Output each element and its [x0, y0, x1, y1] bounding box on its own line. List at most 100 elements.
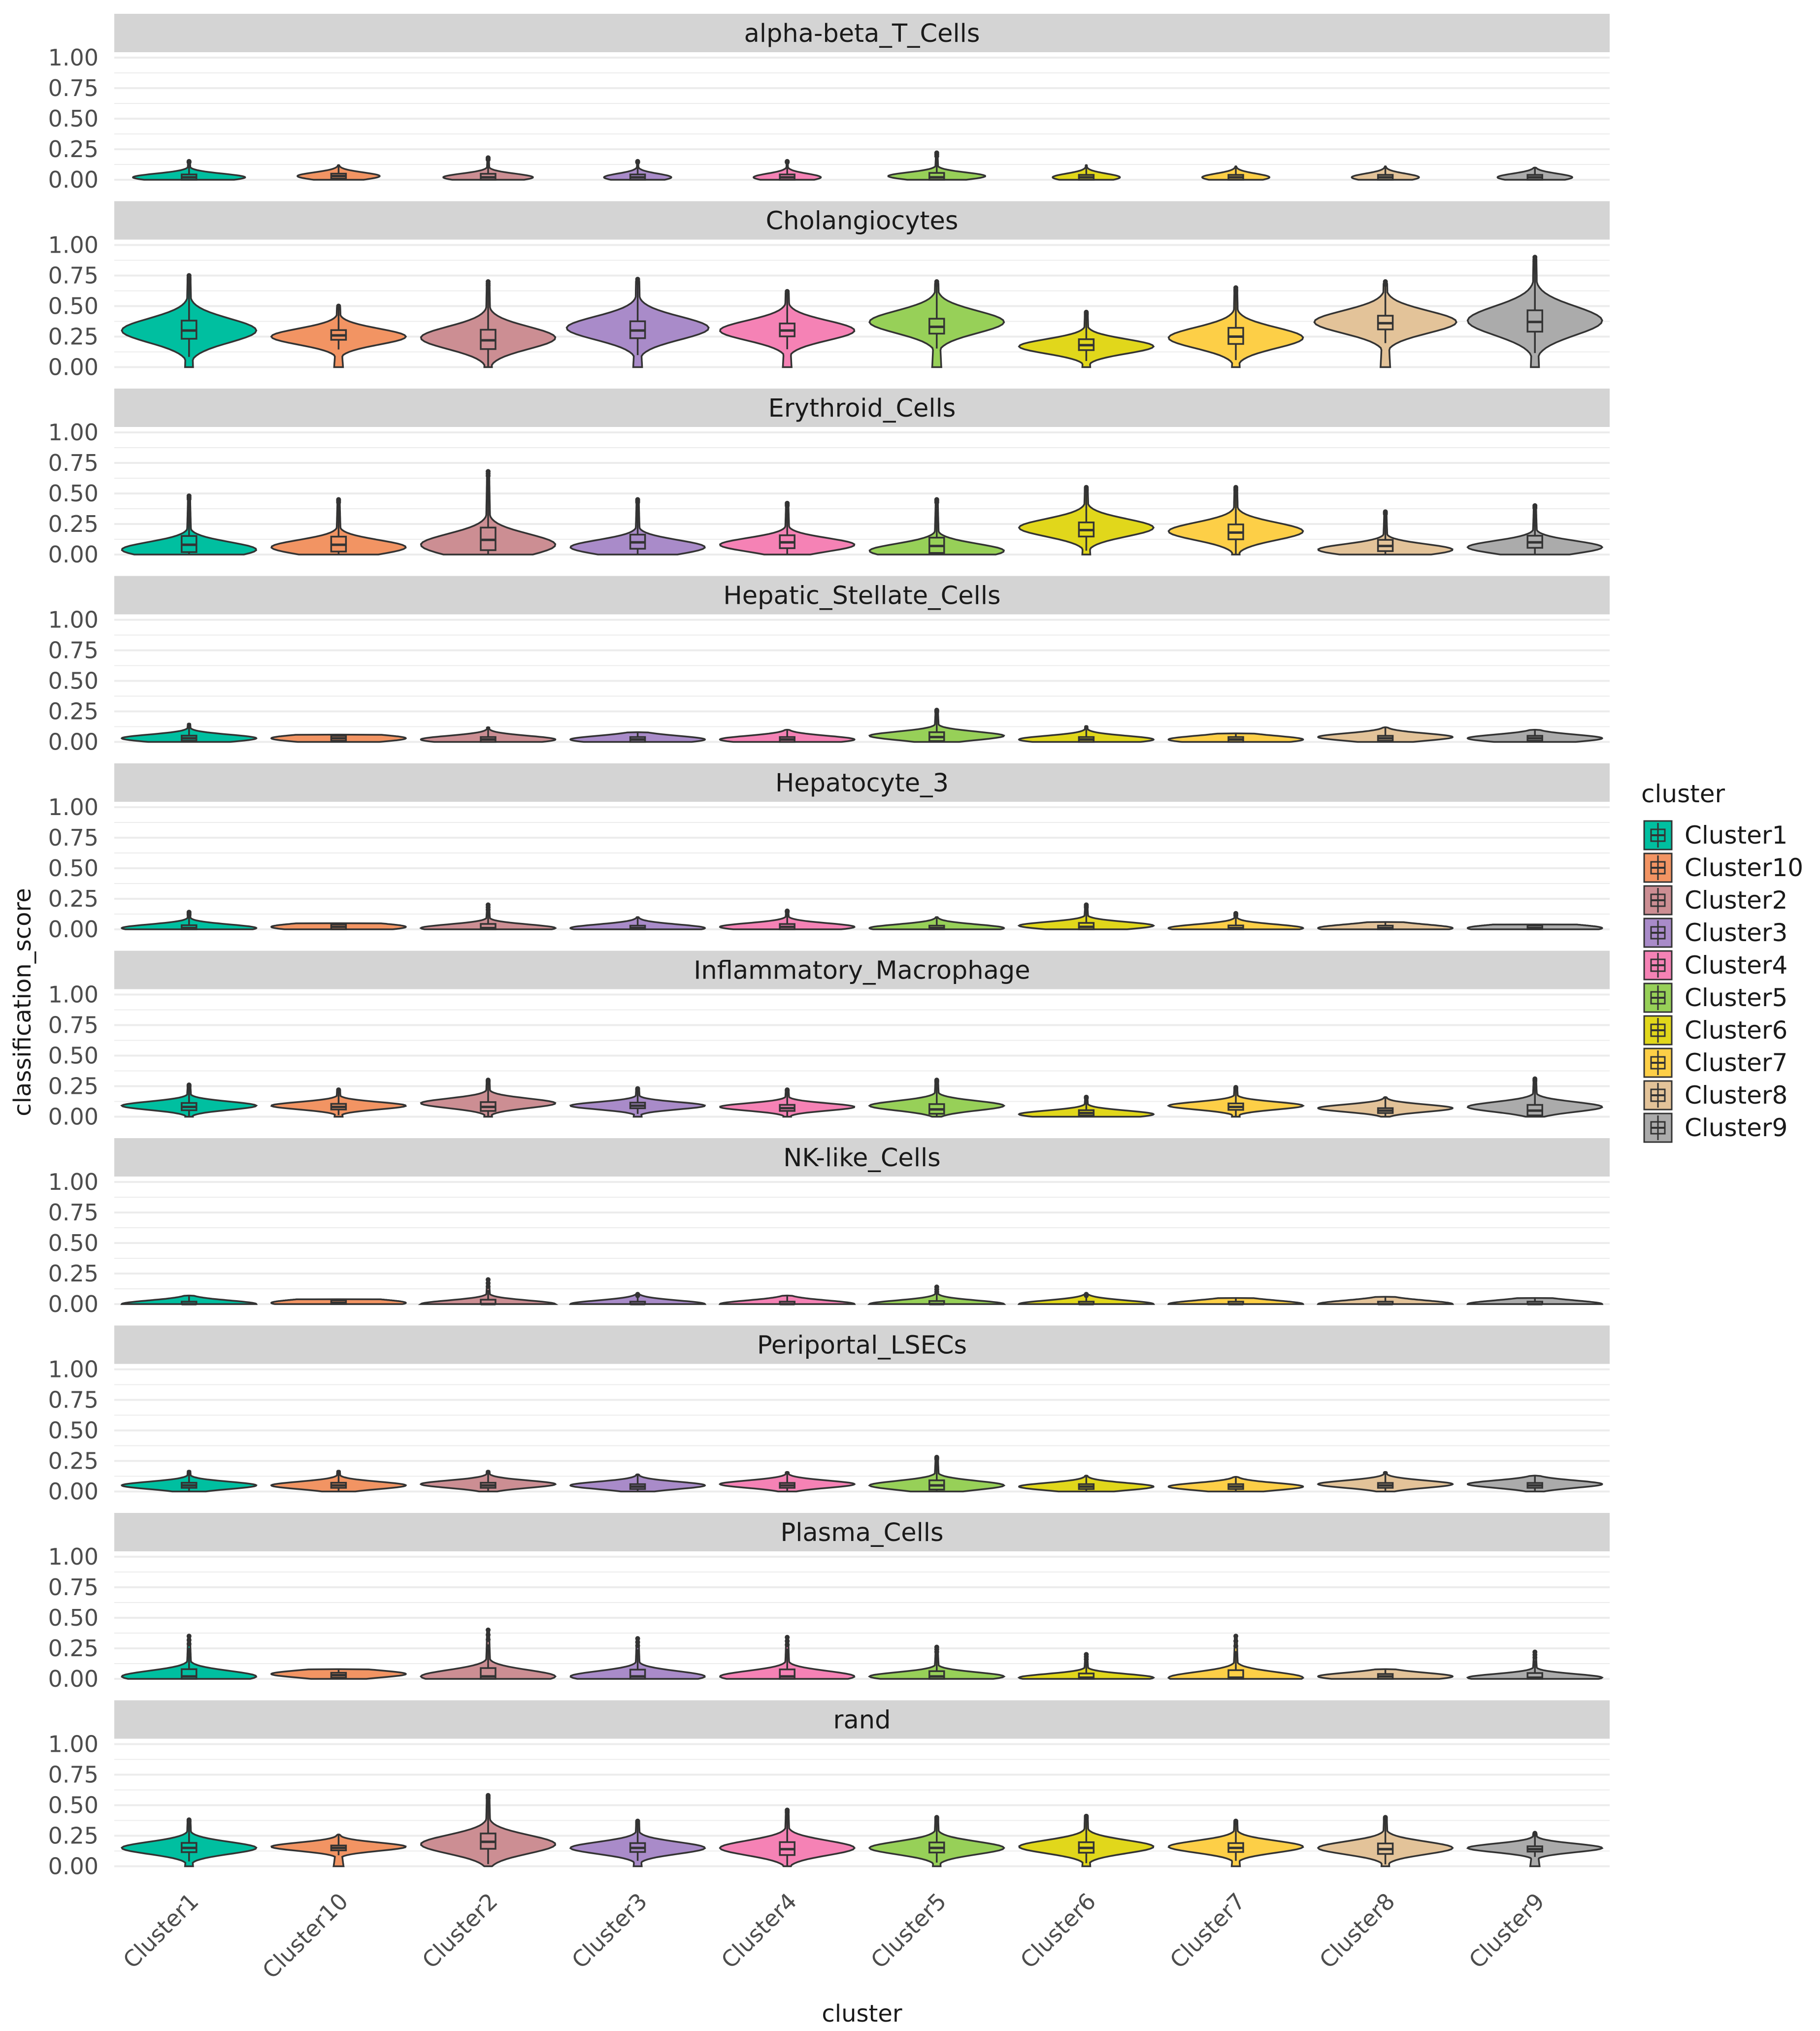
facet-panel: Plasma_Cells 0.00 0.25 0.50 0.75 1.00	[48, 1513, 1610, 1692]
outlier-point	[635, 1818, 640, 1824]
y-tick-label: 0.75	[48, 637, 99, 664]
x-axis-title: cluster	[822, 2000, 902, 2028]
outlier-point	[186, 1641, 192, 1647]
outlier-point	[934, 1455, 939, 1460]
outlier-point	[486, 1637, 491, 1642]
y-tick-label: 0.50	[48, 1417, 99, 1444]
facet-panel: Cholangiocytes 0.00 0.25 0.50 0.75 1.00	[48, 201, 1610, 381]
y-tick-label: 0.75	[48, 1762, 99, 1788]
outlier-point	[486, 902, 491, 908]
y-tick-label: 0.75	[48, 824, 99, 851]
outlier-point	[1084, 1094, 1089, 1100]
outlier-point	[1383, 279, 1388, 284]
outlier-point	[1532, 1649, 1538, 1655]
outlier-point	[186, 1817, 192, 1823]
facet-panel: Periportal_LSECs 0.00 0.25 0.50 0.75 1.00	[48, 1325, 1610, 1505]
legend-item-Cluster10: Cluster10	[1643, 852, 1803, 883]
outlier-point	[635, 1639, 640, 1645]
y-tick-label: 0.50	[48, 1792, 99, 1819]
legend-item-Cluster3: Cluster3	[1643, 917, 1787, 948]
y-tick-label: 0.00	[48, 166, 99, 193]
outlier-point	[336, 497, 341, 502]
x-tick-label: Cluster5	[865, 1888, 951, 1973]
x-tick-label: Cluster1	[118, 1888, 203, 1973]
y-axis-title: classification_score	[9, 888, 36, 1116]
y-tick-label: 0.00	[48, 1478, 99, 1505]
outlier-point	[934, 1078, 939, 1083]
facet-strip	[114, 763, 1610, 802]
y-tick-label: 0.25	[48, 1073, 99, 1100]
outlier-point	[1233, 911, 1238, 916]
y-tick-label: 1.00	[48, 1543, 99, 1570]
legend: cluster Cluster1Cluster10Cluster2Cluster…	[1641, 780, 1803, 1143]
outlier-point	[934, 150, 939, 156]
y-tick-label: 0.00	[48, 541, 99, 568]
outlier-point	[1084, 485, 1089, 490]
y-tick-label: 0.50	[48, 1605, 99, 1631]
legend-label: Cluster5	[1685, 983, 1787, 1012]
legend-item-Cluster5: Cluster5	[1643, 983, 1787, 1013]
box	[480, 1667, 496, 1680]
y-tick-label: 1.00	[48, 232, 99, 259]
box	[629, 1669, 646, 1680]
x-tick-label: Cluster6	[1015, 1888, 1101, 1973]
box	[181, 1668, 198, 1680]
y-tick-label: 0.75	[48, 1012, 99, 1039]
y-tick-label: 0.00	[48, 1291, 99, 1317]
facet-panel: alpha-beta_T_Cells 0.00 0.25 0.50 0.75 1.00	[48, 14, 1610, 193]
facet-title: NK-like_Cells	[783, 1144, 940, 1173]
outlier-point	[635, 159, 640, 164]
outlier-point	[1532, 503, 1538, 508]
outlier-point	[186, 1634, 192, 1639]
outlier-point	[934, 279, 939, 284]
outlier-point	[785, 289, 790, 294]
outlier-point	[635, 1086, 640, 1091]
legend-label: Cluster7	[1685, 1048, 1787, 1077]
y-tick-label: 0.00	[48, 916, 99, 943]
facet-title: rand	[833, 1706, 891, 1735]
outlier-point	[635, 276, 640, 282]
outlier-point	[934, 1644, 939, 1650]
outlier-point	[1233, 1818, 1238, 1824]
outlier-point	[486, 155, 491, 161]
legend-item-Cluster7: Cluster7	[1643, 1048, 1787, 1078]
y-tick-label: 0.25	[48, 136, 99, 163]
outlier-point	[1084, 1292, 1089, 1297]
x-tick-label: Cluster10	[257, 1888, 353, 1984]
outlier-point	[1233, 1084, 1238, 1090]
outlier-point	[785, 908, 790, 914]
x-tick-label: Cluster2	[417, 1888, 502, 1973]
legend-label: Cluster10	[1685, 853, 1803, 882]
outlier-point	[186, 493, 192, 498]
outlier-point	[635, 1643, 640, 1648]
y-tick-label: 0.50	[48, 1230, 99, 1256]
outlier-point	[336, 1087, 341, 1092]
y-tick-label: 0.75	[48, 450, 99, 476]
outlier-point	[186, 1638, 192, 1643]
y-tick-label: 0.25	[48, 324, 99, 350]
legend-label: Cluster2	[1685, 886, 1787, 915]
y-tick-label: 0.25	[48, 1260, 99, 1287]
y-tick-label: 0.75	[48, 1574, 99, 1601]
y-tick-label: 0.25	[48, 1823, 99, 1849]
outlier-point	[1084, 1652, 1089, 1657]
legend-item-Cluster4: Cluster4	[1643, 950, 1787, 981]
y-tick-label: 1.00	[48, 44, 99, 71]
y-tick-label: 1.00	[48, 1731, 99, 1758]
legend-item-Cluster9: Cluster9	[1643, 1113, 1787, 1143]
facet-panel: Hepatic_Stellate_Cells 0.00 0.25 0.50 0.75 1.…	[48, 576, 1610, 755]
outlier-point	[1532, 1076, 1538, 1081]
legend-label: Cluster9	[1685, 1114, 1787, 1142]
outlier-point	[486, 1078, 491, 1083]
y-tick-label: 0.75	[48, 75, 99, 101]
facet-strip	[114, 1513, 1610, 1551]
outlier-point	[486, 469, 491, 474]
legend-title: cluster	[1641, 780, 1725, 808]
outlier-point	[486, 1280, 491, 1286]
outlier-point	[934, 1815, 939, 1820]
outlier-point	[486, 279, 491, 284]
y-tick-label: 0.00	[48, 1853, 99, 1880]
facet-title: alpha-beta_T_Cells	[744, 19, 980, 48]
outlier-point	[186, 159, 192, 164]
y-tick-label: 0.25	[48, 698, 99, 725]
